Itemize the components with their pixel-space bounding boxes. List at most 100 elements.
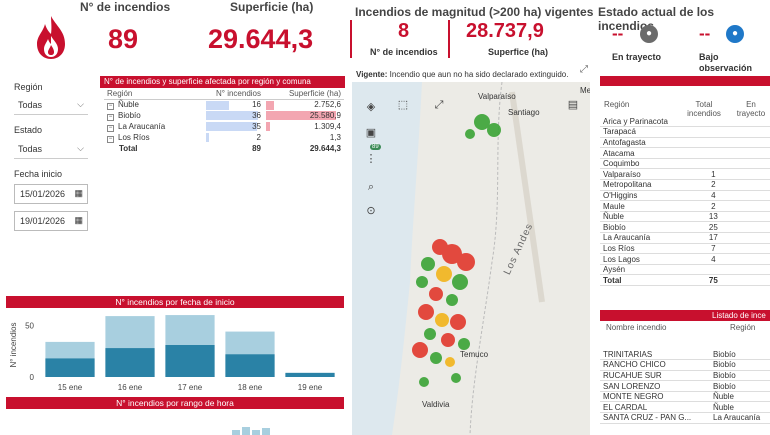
row-region: Ñuble: [118, 99, 139, 109]
table-row[interactable]: La Araucanía 17: [600, 232, 770, 244]
table-row[interactable]: O'Higgins 4: [600, 190, 770, 202]
date-from-input[interactable]: 15/01/2026 ▦: [14, 184, 88, 204]
bar-1[interactable]: [45, 358, 95, 377]
hour-bar[interactable]: [262, 428, 270, 435]
hour-bar[interactable]: [242, 427, 250, 435]
fullscreen-icon[interactable]: ⤢: [434, 99, 444, 111]
area-databar: [266, 111, 336, 120]
bar-1[interactable]: [105, 348, 155, 377]
table-row[interactable]: Tarapacá: [600, 126, 770, 138]
table-row[interactable]: Los Ríos 7: [600, 243, 770, 255]
cluster-icon[interactable]: ⋮: [365, 153, 377, 165]
row-incident-region: Biobío: [710, 359, 770, 371]
list-item[interactable]: MONTE NEGRO Ñuble: [600, 391, 770, 403]
row-region: Arica y Parinacota: [600, 116, 682, 128]
search-icon[interactable]: ⌕: [367, 181, 375, 193]
table-icon[interactable]: ▤: [567, 99, 579, 111]
map-view[interactable]: Valparaíso Santiago Los Andes Temuco Val…: [352, 82, 590, 435]
status-2-value: --: [699, 24, 711, 43]
layers-icon[interactable]: ◈: [366, 101, 376, 113]
status-table-panel: Región Total incendios En trayecto Arica…: [600, 76, 770, 306]
region-table-panel: N° de incendios y superficie afectada po…: [100, 76, 345, 170]
row-total: [682, 264, 745, 276]
list-item[interactable]: RUCAHUE SUR Biobío: [600, 370, 770, 382]
region-table-title: N° de incendios y superficie afectada po…: [100, 76, 345, 88]
vigente-label: Vigente:: [356, 70, 388, 79]
row-incident-region: Biobío: [710, 370, 770, 382]
row-fires-cell: 2: [204, 132, 264, 143]
table-row[interactable]: Antofagasta: [600, 137, 770, 149]
row-region: O'Higgins: [600, 190, 682, 202]
selection-tool-icon[interactable]: ⬚: [397, 99, 409, 111]
expand-icon[interactable]: ⤢: [580, 64, 588, 75]
expand-icon[interactable]: −: [107, 113, 114, 121]
fire-logo-icon: [34, 14, 68, 60]
list-item[interactable]: TRINITARIAS Biobío: [600, 349, 770, 361]
row-total: [682, 158, 745, 170]
x-tick-label: 16 ene: [118, 383, 143, 392]
table-row[interactable]: Ñuble 13: [600, 211, 770, 223]
table-row[interactable]: − La Araucanía 35 1.309,4: [104, 121, 344, 132]
table-row[interactable]: − Ñuble 16 2.752,6: [104, 99, 344, 110]
total-fires: 89: [252, 144, 261, 153]
expand-icon[interactable]: −: [107, 124, 114, 132]
header-en-trayecto: En trayecto: [736, 100, 766, 118]
status-1-icon: ●: [640, 25, 658, 43]
calendar-icon[interactable]: ▦: [74, 215, 83, 225]
list-item[interactable]: EL CARDAL Ñuble: [600, 401, 770, 414]
list-item[interactable]: SAN LORENZO Biobío: [600, 380, 770, 392]
table-row[interactable]: − Los Ríos 2 1,3: [104, 132, 344, 143]
row-area: 1.309,4: [314, 122, 341, 131]
date-chart-title: N° incendios por fecha de inicio: [6, 296, 344, 308]
header-area: Superficie (ha): [288, 88, 341, 98]
expand-icon[interactable]: −: [107, 135, 114, 143]
row-region: Los Ríos: [118, 132, 150, 142]
table-row[interactable]: Arica y Parinacota: [600, 116, 770, 128]
row-region: Los Lagos: [600, 253, 682, 265]
expand-icon[interactable]: −: [107, 102, 114, 110]
hour-bar[interactable]: [252, 430, 260, 435]
fires-count-label: N° de incendios: [80, 0, 171, 14]
y-tick-label: 50: [25, 321, 34, 330]
table-row[interactable]: − Biobío 36 25.580,9: [104, 110, 344, 121]
region-dropdown[interactable]: Todas ⌵: [14, 96, 88, 115]
table-row[interactable]: Coquimbo: [600, 158, 770, 170]
row-total: [682, 147, 745, 159]
table-row[interactable]: Aysén: [600, 264, 770, 276]
hour-bar[interactable]: [232, 430, 240, 435]
status-2-icon: ●: [726, 25, 744, 43]
table-row[interactable]: Los Lagos 4: [600, 253, 770, 265]
divider: [448, 20, 450, 58]
date-from-value: 15/01/2026: [20, 189, 66, 199]
row-area-cell: 2.752,6: [264, 99, 344, 110]
table-row[interactable]: Metropolitana 2: [600, 179, 770, 191]
list-item[interactable]: SANTA CRUZ - PAN G... La Araucanía: [600, 412, 770, 424]
area-label: Superficie (ha): [230, 0, 314, 14]
row-fires: 16: [252, 100, 261, 110]
incident-list-title: Listado de ince: [600, 310, 770, 321]
locate-icon[interactable]: ⊙: [366, 205, 376, 217]
date-to-input[interactable]: 19/01/2026 ▦: [14, 211, 88, 231]
calendar-icon[interactable]: ▦: [74, 188, 83, 198]
row-region: Maule: [600, 200, 682, 212]
estado-dropdown[interactable]: Todas ⌵: [14, 140, 88, 159]
fire-markers[interactable]: [352, 82, 590, 435]
row-total: 1: [682, 168, 745, 181]
row-incident-name: EL CARDAL: [600, 401, 710, 414]
bar-1[interactable]: [225, 354, 275, 377]
bar-1[interactable]: [165, 345, 215, 377]
bar-1[interactable]: [285, 372, 335, 377]
table-row[interactable]: Atacama: [600, 147, 770, 159]
header-fires: N° incendios: [216, 88, 261, 98]
map-label-valparaiso: Valparaíso: [478, 92, 516, 101]
table-row[interactable]: Biobío 25: [600, 221, 770, 234]
region-filter-label: Región: [14, 82, 43, 92]
table-row[interactable]: Valparaíso 1: [600, 168, 770, 181]
header-region: Región: [107, 88, 133, 98]
list-item[interactable]: RANCHO CHICO Biobío: [600, 359, 770, 371]
date-chart: N° incendios 0 50 15 ene 16 ene 17 ene 18 ene 1…: [6, 309, 344, 393]
table-row[interactable]: Maule 2: [600, 200, 770, 212]
qr-icon[interactable]: ▣: [365, 127, 377, 139]
region-dropdown-value: Todas: [18, 100, 43, 110]
row-incident-name: RUCAHUE SUR: [600, 370, 710, 382]
